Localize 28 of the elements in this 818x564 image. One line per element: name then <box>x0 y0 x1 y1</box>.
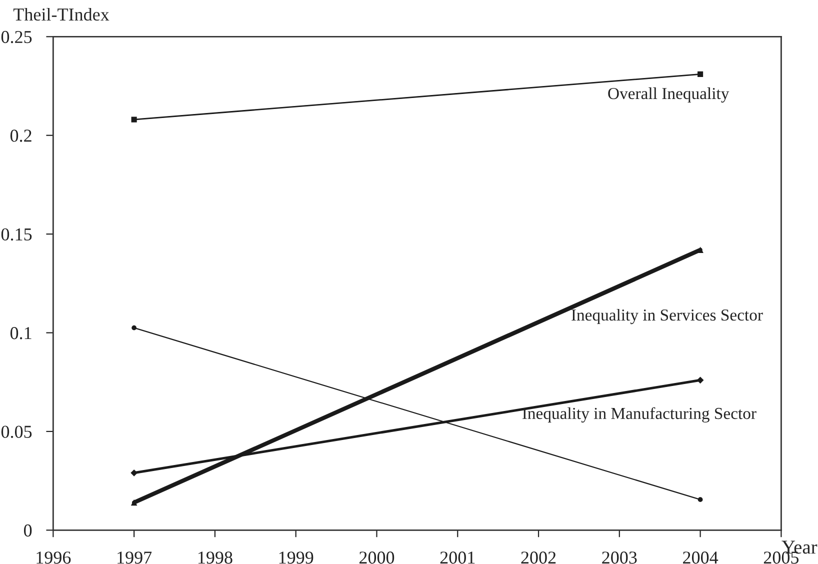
y-tick-label: 0.2 <box>10 130 32 142</box>
series-label: Overall Inequality <box>608 87 730 103</box>
y-tick-label: 0.05 <box>1 426 32 438</box>
x-tick-label: 2001 <box>440 552 475 564</box>
x-tick-label: 2005 <box>764 552 799 564</box>
x-tick-label: 1998 <box>198 552 232 564</box>
x-tick-label: 1997 <box>118 552 152 564</box>
x-axis-title: Year <box>782 540 818 554</box>
y-axis-title: Theil-TIndex <box>13 8 110 21</box>
point <box>698 497 703 502</box>
point <box>696 376 704 384</box>
x-tick-label: 2004 <box>683 552 718 564</box>
point <box>132 325 136 330</box>
y-tick-label: 0.1 <box>10 327 32 340</box>
x-tick-label: 2002 <box>521 552 556 564</box>
series-label: Inequality in Manufacturing Sector <box>522 407 756 423</box>
point <box>698 71 704 77</box>
x-tick-label: 2003 <box>602 552 637 564</box>
point <box>131 116 137 122</box>
point <box>130 469 138 476</box>
y-tick-label: 0.25 <box>1 30 32 44</box>
series-label: Inequality in Services Sector <box>572 308 763 324</box>
x-tick-label: 2000 <box>359 552 394 564</box>
y-tick-label: 0.15 <box>1 228 32 241</box>
x-tick-label: 1999 <box>279 552 314 564</box>
y-tick-label: 0 <box>24 524 32 537</box>
point <box>130 499 138 506</box>
x-tick-label: 1996 <box>36 552 71 564</box>
